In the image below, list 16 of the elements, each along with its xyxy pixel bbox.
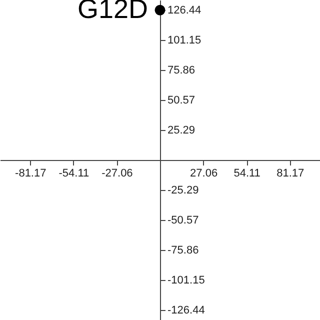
y-tick-label: -50.57 — [168, 214, 199, 226]
x-tick-label: -27.06 — [102, 168, 133, 180]
y-tick-label: 75.86 — [168, 64, 196, 77]
y-tick-label: -75.86 — [168, 244, 199, 256]
y-tick-label: 25.29 — [168, 124, 196, 137]
y-tick-label: -25.29 — [168, 184, 199, 196]
y-tick-label: -101.15 — [168, 274, 205, 286]
x-tick-label: 81.17 — [276, 168, 304, 180]
x-tick-label: -81.17 — [15, 168, 46, 180]
y-tick-label: 126.44 — [168, 4, 202, 17]
x-tick-label: 54.11 — [234, 168, 260, 180]
x-tick-label: 27.06 — [190, 168, 218, 180]
x-tick-label: -54.11 — [58, 168, 90, 180]
y-tick-label: 101.15 — [168, 34, 202, 47]
y-tick-label: 50.57 — [168, 94, 196, 107]
y-tick-label: -126.44 — [168, 304, 205, 316]
